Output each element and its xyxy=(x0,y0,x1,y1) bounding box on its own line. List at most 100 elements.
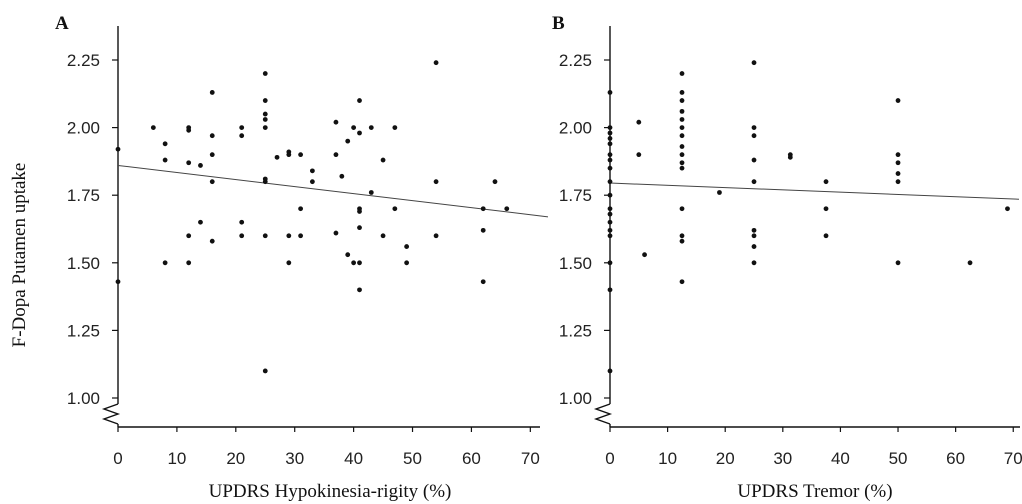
data-point xyxy=(357,260,362,266)
data-point xyxy=(823,233,829,239)
x-axis-title: UPDRS Tremor (%) xyxy=(737,481,892,502)
data-point xyxy=(823,179,829,185)
x-tick-label: 0 xyxy=(605,449,614,468)
panel-label: A xyxy=(55,13,69,34)
data-point xyxy=(607,260,613,266)
y-tick-label: 2.00 xyxy=(67,119,100,138)
data-point xyxy=(679,279,685,285)
data-point xyxy=(262,233,268,239)
data-point xyxy=(679,165,685,171)
data-point xyxy=(298,152,304,158)
data-point xyxy=(433,233,439,239)
data-point xyxy=(309,168,315,174)
data-point xyxy=(607,179,613,185)
data-point xyxy=(357,130,362,136)
data-point xyxy=(751,260,757,266)
data-point xyxy=(162,157,168,163)
regression-line xyxy=(117,164,549,218)
data-point xyxy=(642,252,647,258)
data-point xyxy=(209,179,215,185)
data-point xyxy=(607,152,613,158)
x-tick-label: 40 xyxy=(831,449,850,468)
y-axis-title: F-Dopa Putamen uptake xyxy=(9,163,30,348)
data-point xyxy=(239,125,245,130)
data-point xyxy=(480,227,486,233)
data-point xyxy=(433,179,439,185)
data-point xyxy=(679,98,685,103)
data-point xyxy=(368,190,374,195)
data-point xyxy=(607,125,613,130)
data-point xyxy=(751,179,757,185)
data-point xyxy=(150,125,156,130)
data-point xyxy=(751,125,757,130)
data-point xyxy=(895,98,901,103)
data-point xyxy=(162,260,168,266)
data-point xyxy=(717,190,722,195)
data-point xyxy=(679,206,685,212)
data-point xyxy=(262,71,268,76)
data-point xyxy=(239,233,245,239)
data-point xyxy=(186,160,192,166)
data-point xyxy=(262,98,268,103)
y-tick-label: 1.00 xyxy=(67,389,100,408)
data-point xyxy=(339,173,345,179)
data-point xyxy=(262,111,268,117)
data-point xyxy=(679,108,685,114)
data-point xyxy=(286,233,292,239)
data-point xyxy=(298,206,304,212)
data-point xyxy=(751,60,757,66)
data-point xyxy=(679,238,685,244)
data-point xyxy=(751,227,757,233)
x-tick-label: 50 xyxy=(889,449,908,468)
regression-line xyxy=(609,182,1020,200)
data-point xyxy=(607,136,613,141)
data-point xyxy=(333,119,339,125)
data-point xyxy=(607,141,613,147)
panel-b: B 1.00 1.25 1.50 1.75 2.00 2.25 0 10 20 30 40 50 60 70… xyxy=(552,13,1022,502)
data-point xyxy=(636,119,642,125)
panel-a: A 1.00 1.25 1.50 1.75 2.00 2.25 0 10 20 30 40 50 60 70… xyxy=(55,13,549,502)
data-point xyxy=(751,157,757,163)
data-point xyxy=(607,165,613,171)
x-tick-label: 40 xyxy=(344,449,363,468)
data-point xyxy=(607,219,613,225)
y-axis-break xyxy=(101,403,121,425)
data-point xyxy=(433,60,439,66)
data-point xyxy=(751,233,757,239)
data-point xyxy=(262,179,268,185)
data-point xyxy=(607,211,613,217)
data-point xyxy=(679,144,685,149)
data-point xyxy=(345,252,351,258)
data-point xyxy=(357,98,362,103)
data-point xyxy=(239,133,245,139)
data-point xyxy=(504,206,510,212)
data-point xyxy=(679,71,685,76)
x-tick-label: 50 xyxy=(403,449,422,468)
data-point xyxy=(209,90,215,95)
data-point xyxy=(392,125,398,130)
data-point xyxy=(333,152,339,158)
data-point xyxy=(404,244,410,249)
data-point xyxy=(607,227,613,233)
y-tick-label: 1.25 xyxy=(67,321,100,340)
data-point xyxy=(380,233,386,239)
x-tick-label: 0 xyxy=(113,449,122,468)
data-point xyxy=(607,206,613,212)
data-point xyxy=(357,209,362,214)
data-point xyxy=(186,260,192,266)
x-tick-label: 70 xyxy=(1004,449,1022,468)
data-point xyxy=(239,219,245,225)
data-point xyxy=(380,157,386,163)
data-point xyxy=(357,287,362,293)
data-point xyxy=(345,138,351,144)
y-tick-label: 1.75 xyxy=(559,186,592,205)
data-point xyxy=(115,279,121,285)
data-point xyxy=(262,117,268,122)
data-point xyxy=(607,233,613,239)
y-tick-label: 1.50 xyxy=(559,254,592,273)
y-tick-label: 1.75 xyxy=(67,186,100,205)
data-point xyxy=(679,160,685,166)
data-point xyxy=(636,152,642,158)
data-point xyxy=(162,141,168,147)
x-tick-label: 60 xyxy=(462,449,481,468)
